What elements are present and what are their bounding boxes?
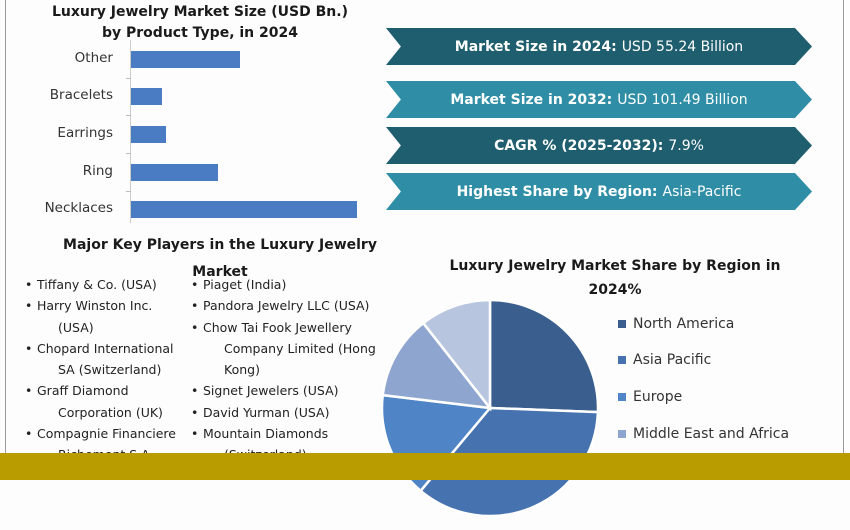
player-name: Chow Tai Fook Jewellery (203, 319, 352, 335)
player-item: Harry Winston Inc. (USA) (24, 295, 194, 338)
player-name: Corporation (UK) (58, 404, 163, 420)
bar-label: Ring (82, 163, 113, 179)
legend-item: Asia Pacific (618, 352, 711, 368)
stat-value: USD 55.24 Billion (621, 38, 744, 55)
legend-item: North America (618, 316, 734, 332)
pie-slice-unlabeled (421, 298, 492, 412)
stat-label: CAGR % (2025-2032): (494, 137, 664, 154)
axis-tick (126, 115, 131, 116)
stat-banner: CAGR % (2025-2032): 7.9% (386, 127, 812, 164)
legend-label: Asia Pacific (633, 352, 712, 368)
bar-label: Earrings (57, 125, 113, 141)
bar-chart-title: Luxury Jewelry Market Size (USD Bn.) by … (51, 4, 348, 41)
stat-banner: Market Size in 2032: USD 101.49 Billion (386, 81, 812, 118)
players-list-left: Tiffany & Co. (USA) Harry Winston Inc. (US… (24, 274, 194, 466)
bar-chart-axis (130, 40, 131, 223)
bar-label: Necklaces (44, 200, 113, 216)
bar-necklaces (131, 201, 357, 218)
player-name: Pandora Jewelry LLC (USA) (203, 298, 370, 314)
stat-label: Market Size in 2024: (454, 38, 617, 55)
axis-tick (126, 153, 131, 154)
player-item: Graff Diamond Corporation (UK) (24, 380, 194, 423)
legend-swatch (618, 393, 626, 401)
stat-value: 7.9% (668, 137, 704, 154)
player-name: SA (Switzerland) (58, 362, 162, 378)
player-name: (USA) (58, 319, 94, 335)
legend-label: Middle East and Africa (633, 426, 790, 442)
player-name: Signet Jewelers (USA) (203, 383, 339, 399)
player-item: Signet Jewelers (USA) (190, 380, 390, 402)
stat-value: USD 101.49 Billion (617, 91, 748, 108)
legend-swatch (618, 320, 626, 328)
player-name: Piaget (India) (203, 277, 287, 292)
player-item: Piaget (India) (190, 274, 390, 296)
player-name: Kong) (224, 362, 260, 378)
player-item: Pandora Jewelry LLC (USA) (190, 295, 390, 317)
players-list-right: Piaget (India) Pandora Jewelry LLC (USA) C… (190, 274, 390, 466)
legend-item: Europe (618, 389, 682, 405)
bar-other (131, 51, 241, 68)
player-name: Mountain Diamonds (203, 426, 329, 442)
stat-value: Asia-Pacific (662, 183, 742, 200)
bar-label: Other (74, 50, 113, 66)
player-name: Compagnie Financiere (37, 426, 176, 442)
stat-banner: Highest Share by Region: Asia-Pacific (386, 173, 812, 210)
pie-chart-title: Luxury Jewelry Market Share by Region in… (449, 258, 781, 298)
legend-swatch (618, 430, 626, 438)
stat-banner: Market Size in 2024: USD 55.24 Billion (386, 28, 812, 65)
bar-bracelets (131, 88, 162, 105)
pie-slice-north-america (488, 298, 600, 414)
player-name: Tiffany & Co. (USA) (37, 277, 157, 292)
legend-label: North America (633, 316, 735, 332)
player-item: Chopard International SA (Switzerland) (24, 338, 194, 381)
player-item: Chow Tai Fook Jewellery Company Limited (… (190, 317, 390, 381)
player-item: Tiffany & Co. (USA) (24, 274, 194, 296)
bar-ring (131, 164, 218, 181)
axis-tick (126, 191, 131, 192)
player-name: Harry Winston Inc. (37, 298, 153, 314)
pie-slice-middle-east-and-africa (381, 321, 493, 410)
footer-bar (0, 453, 850, 480)
legend-item: Middle East and Africa (618, 426, 789, 442)
legend-swatch (618, 356, 626, 364)
player-name: David Yurman (USA) (203, 404, 330, 420)
stat-label: Highest Share by Region: (456, 183, 658, 200)
player-name: Chopard International (37, 340, 174, 356)
pie-chart (380, 298, 600, 518)
stat-label: Market Size in 2032: (450, 91, 613, 108)
axis-tick (126, 78, 131, 79)
player-name: Graff Diamond (37, 383, 129, 399)
right-border (843, 0, 844, 453)
legend-label: Europe (633, 389, 683, 405)
bar-label: Bracelets (49, 87, 113, 103)
player-item: David Yurman (USA) (190, 402, 390, 424)
left-border (5, 0, 6, 453)
player-name: Company Limited (Hong (224, 340, 376, 356)
bar-earrings (131, 126, 167, 143)
